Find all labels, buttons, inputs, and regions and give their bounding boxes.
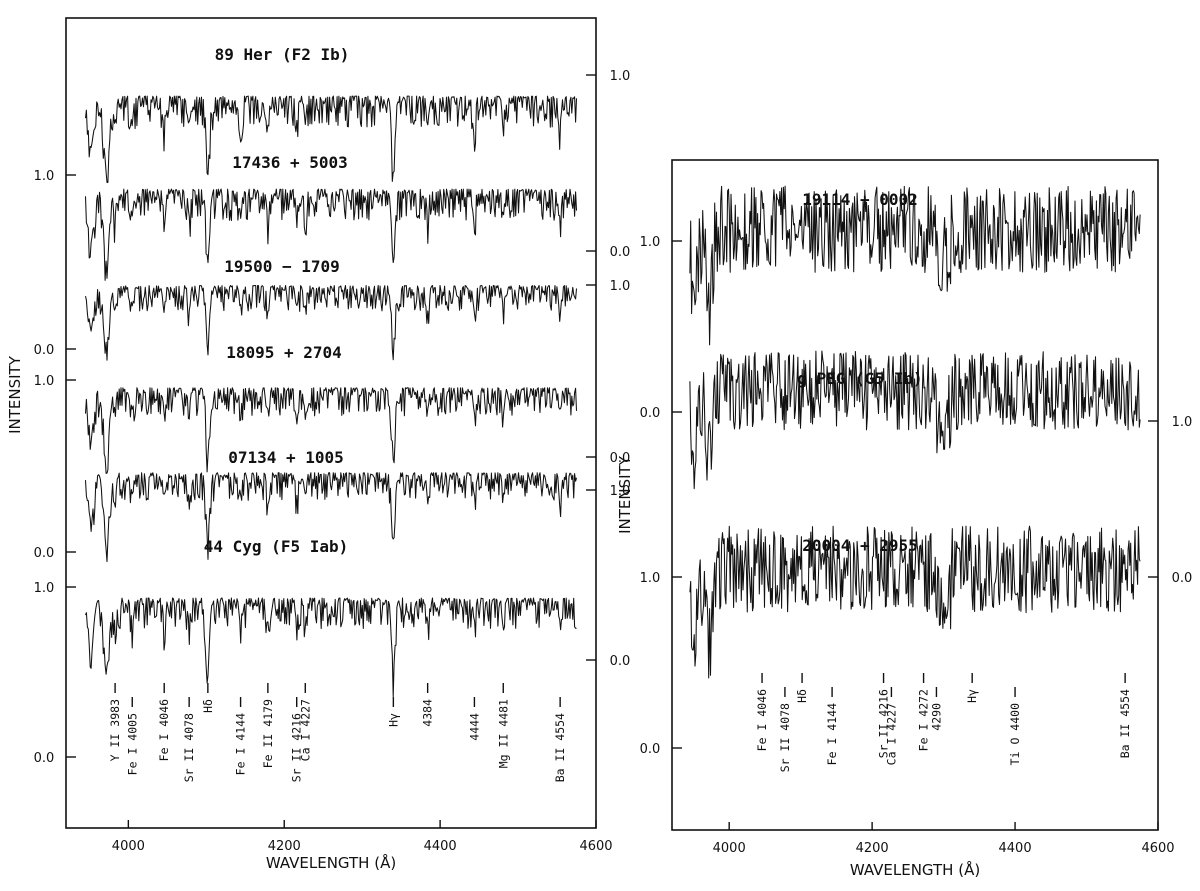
line-id-fe-i-4272: Fe I 4272 [917,689,931,751]
left-intensity-label: 0.0 [640,406,661,421]
left-intensity-label: 1.0 [34,169,55,184]
spectrum-17436-5003 [84,188,578,281]
star-label-17436-5003: 17436 + 5003 [232,153,348,172]
left-spectra-panel: 4000 4200 4400 4600 WAVELENGTH (Å) INTENSITY 8… [6,17,631,872]
star-label-18095-2704: 18095 + 2704 [226,343,342,362]
line-id-y-ii-3983: Y II 3983 [108,699,122,761]
line-id-ti-o-4400: Ti O 4400 [1008,703,1022,765]
x-tick-label-4000: 4000 [713,841,746,856]
line-id-4290: 4290 [929,703,943,731]
star-label-g-peg-g5-ib: g PEG (G5 Ib) [797,369,922,388]
star-label-44-cyg-f5-iab: 44 Cyg (F5 Iab) [204,537,349,556]
star-label-07134-1005: 07134 + 1005 [228,448,344,467]
spectrum-18095-2704 [84,387,578,474]
line-id-ca-i-4227: Ca I 4227 [884,703,898,765]
x-tick-label-4600: 4600 [1141,841,1174,856]
right-intensity-label: 0.0 [1172,571,1193,586]
plot-frame [671,159,1159,831]
right-intensity-label: 1.0 [610,484,631,499]
right-intensity-label: 1.0 [610,279,631,294]
plot-frame [65,17,597,829]
left-intensity-label: 0.0 [34,751,55,766]
line-id-ca-i-4227: Ca I 4227 [298,699,312,761]
spectrum-g-peg-g5-ib [689,350,1141,490]
spectrum-07134-1005 [84,472,578,563]
line-id-sr-ii-4078: Sr II 4078 [778,703,792,772]
line-id-4444: 4444 [467,713,481,741]
line-id-fe-i-4005: Fe I 4005 [125,713,139,775]
left-intensity-label: 0.0 [640,742,661,757]
line-id-ba-ii-4554: Ba II 4554 [1118,689,1132,758]
star-label-19500-1709: 19500 − 1709 [224,257,340,276]
spectrum-19114-0002 [689,185,1141,346]
x-tick-label-4400: 4400 [424,839,457,854]
line-id-sr-ii-4216: Sr II 4216 [290,713,304,782]
right-intensity-label: 0.0 [610,654,631,669]
left-intensity-label: 1.0 [640,235,661,250]
right-intensity-label: 1.0 [610,69,631,84]
left-intensity-label: 0.0 [34,546,55,561]
line-id-h: Hγ [965,689,979,703]
x-tick-label-4400: 4400 [999,841,1032,856]
line-id-fe-i-4046: Fe I 4046 [755,689,769,751]
right-intensity-label: 1.0 [1172,415,1193,430]
line-id-fe-i-4046: Fe I 4046 [157,699,171,761]
line-id-4384: 4384 [421,699,435,727]
x-tick-label-4000: 4000 [112,839,145,854]
line-id-h: Hγ [386,713,400,727]
line-id-h: Hδ [201,699,215,713]
line-id-h: Hδ [795,689,809,703]
x-tick-label-4200: 4200 [268,839,301,854]
line-id-fe-i-4144: Fe I 4144 [234,713,248,775]
right-intensity-label: 0.0 [610,451,631,466]
left-intensity-label: 1.0 [640,571,661,586]
y-axis-label: INTENSITY [6,355,24,434]
line-id-sr-ii-4078: Sr II 4078 [182,713,196,782]
star-label-89-her-f2-ib: 89 Her (F2 Ib) [215,45,350,64]
right-spectra-panel: 4000 4200 4400 4600 WAVELENGTH (Å) INTENSITY 1… [616,159,1193,879]
star-label-20004-2955: 20004 + 2955 [802,536,918,555]
right-intensity-label: 0.0 [610,245,631,260]
left-intensity-label: 0.0 [34,343,55,358]
line-id-ba-ii-4554: Ba II 4554 [553,713,567,782]
line-id-sr-ii-4216: Sr II 4216 [877,689,891,758]
left-intensity-label: 1.0 [34,581,55,596]
x-axis-label: WAVELENGTH (Å) [266,853,396,872]
x-tick-label-4600: 4600 [579,839,612,854]
spectrum-20004-2955 [689,525,1141,679]
left-intensity-label: 1.0 [34,374,55,389]
star-label-19114-0002: 19114 + 0002 [802,190,918,209]
x-tick-label-4200: 4200 [856,841,889,856]
line-id-fe-i-4144: Fe I 4144 [825,703,839,765]
spectrum-19500-1709 [84,284,578,361]
line-id-mg-ii-4481: Mg II 4481 [496,699,510,768]
line-id-fe-ii-4179: Fe II 4179 [261,699,275,768]
y-axis-label: INTENSITY [616,455,634,534]
spectrum-44-cyg-f5-iab [85,597,577,698]
spectrum-89-her-f2-ib [84,95,578,184]
x-axis-label: WAVELENGTH (Å) [850,860,980,879]
